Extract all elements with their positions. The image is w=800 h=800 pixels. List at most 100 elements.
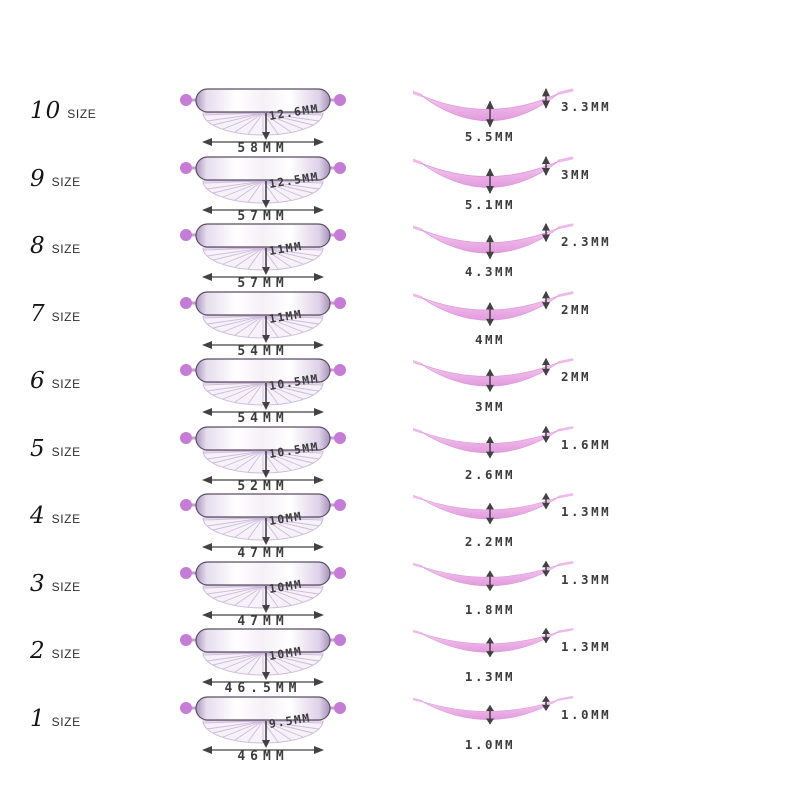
tip-arrowhead-bottom	[542, 435, 550, 443]
tip-arrowhead-bottom	[542, 167, 550, 176]
pad-bar	[195, 695, 331, 721]
tip-arrowhead-top	[542, 155, 550, 164]
width-arrowhead-left	[202, 273, 212, 281]
lash-pad-side-view-illustration	[413, 155, 574, 194]
pad-width-label: 54MM	[237, 411, 289, 426]
size-number: 9	[30, 165, 46, 192]
side-view: 1.8MM 1.3MM	[413, 559, 613, 627]
pad-crescent	[420, 631, 560, 653]
tip-arrowhead-bottom	[542, 569, 550, 577]
depth-arrowhead-bottom	[486, 318, 494, 326]
size-label: 9 SIZE	[30, 165, 81, 192]
tip-tab-left	[413, 562, 423, 568]
lash-pad-top-view-illustration	[180, 290, 346, 349]
size-word: SIZE	[51, 444, 81, 459]
lash-pad-side-view-illustration	[413, 222, 574, 260]
pad-depth-label: 2.6MM	[464, 466, 516, 482]
height-arrowhead	[262, 739, 270, 748]
size-row: 5 SIZE	[0, 424, 800, 494]
tip-arrowhead-top	[542, 492, 550, 500]
size-row: 2 SIZE	[0, 626, 800, 696]
pad-tip-thickness-label: 3.3MM	[561, 99, 612, 114]
side-view: 5.5MM 3.3MM	[413, 86, 613, 154]
top-view: 12.6MM 58MM	[178, 86, 348, 156]
lash-pad-side-view-illustration	[413, 425, 574, 459]
width-arrowhead-left	[202, 205, 212, 214]
end-dot-right	[334, 364, 346, 376]
height-arrowhead	[262, 469, 270, 478]
lash-fan-lines	[202, 382, 324, 405]
size-label: 2 SIZE	[30, 640, 81, 663]
depth-arrowhead-top	[486, 502, 494, 510]
end-dot-left	[180, 566, 192, 579]
pad-width-label: 47MM	[237, 546, 289, 561]
pad-bar	[195, 290, 331, 316]
size-label: 5 SIZE	[30, 435, 81, 462]
lash-pad-top-view-illustration	[180, 493, 346, 551]
lash-pad-side-view-illustration	[413, 290, 574, 326]
lash-pad-top-view-illustration	[180, 88, 346, 146]
width-arrowhead-left	[202, 408, 212, 416]
lash-pad-top-view-illustration	[180, 425, 346, 484]
size-number: 10	[30, 98, 62, 124]
pad-tip-thickness-label: 2MM	[561, 301, 592, 317]
size-number: 5	[30, 435, 46, 462]
end-dot-left	[180, 229, 192, 241]
tip-tab-right	[557, 223, 574, 230]
tip-arrowhead-bottom	[542, 301, 550, 310]
size-word: SIZE	[51, 377, 81, 391]
tip-tab-left	[413, 225, 423, 232]
lash-pad-top-view-illustration	[180, 695, 346, 754]
pad-depth-label: 1.0MM	[464, 736, 516, 752]
depth-arrowhead-top	[486, 368, 494, 376]
size-word: SIZE	[51, 512, 81, 526]
width-arrowhead-right	[314, 745, 324, 754]
tip-tab-right	[557, 290, 574, 297]
depth-arrowhead-top	[486, 100, 494, 109]
height-arrowhead	[262, 334, 270, 343]
pad-tip-thickness-label: 3MM	[561, 166, 592, 182]
tip-tab-left	[413, 157, 423, 164]
tip-arrowhead-bottom	[542, 234, 550, 243]
top-view: 12.5MM 57MM	[178, 154, 348, 224]
pad-depth-label: 4MM	[474, 331, 506, 347]
end-dot-right	[334, 431, 346, 444]
tip-arrowhead-top	[542, 357, 550, 366]
depth-arrowhead-top	[486, 435, 494, 443]
height-arrowhead	[262, 132, 270, 140]
depth-arrowhead-bottom	[486, 718, 494, 725]
lash-pad-side-view-illustration	[413, 492, 574, 525]
pad-crescent	[420, 496, 560, 520]
end-dot-right	[334, 296, 346, 309]
side-view: 1.3MM 1.3MM	[413, 626, 613, 694]
top-view: 11MM 57MM	[178, 221, 348, 291]
width-arrowhead-right	[314, 273, 324, 281]
height-arrowhead	[262, 402, 270, 410]
lash-pad-top-view-illustration	[180, 155, 346, 214]
pad-depth-label: 5.1MM	[464, 196, 516, 212]
lash-fan-lines	[202, 315, 324, 338]
depth-arrowhead-bottom	[486, 384, 494, 393]
pad-depth-label: 5.5MM	[464, 129, 516, 144]
pad-bar	[195, 223, 331, 248]
size-row: 4 SIZE	[0, 491, 800, 561]
end-dot-left	[180, 296, 192, 309]
side-view: 2.2MM 1.3MM	[413, 491, 613, 559]
depth-arrowhead-top	[486, 569, 494, 577]
width-arrowhead-right	[314, 610, 324, 619]
size-word: SIZE	[67, 107, 97, 121]
size-number: 3	[30, 570, 46, 597]
size-label: 8 SIZE	[30, 235, 81, 258]
depth-arrowhead-top	[486, 234, 494, 243]
pad-width-label: 57MM	[237, 276, 289, 291]
tip-arrowhead-bottom	[542, 368, 550, 376]
pad-tip-thickness-label: 1.3MM	[561, 571, 612, 587]
lash-fan-lines	[202, 585, 324, 608]
end-dot-left	[180, 701, 192, 714]
size-word: SIZE	[51, 242, 81, 256]
side-view: 2.6MM 1.6MM	[413, 424, 613, 492]
tip-tab-left	[413, 360, 423, 366]
side-view: 3MM 2MM	[413, 356, 613, 424]
end-dot-left	[180, 499, 192, 511]
